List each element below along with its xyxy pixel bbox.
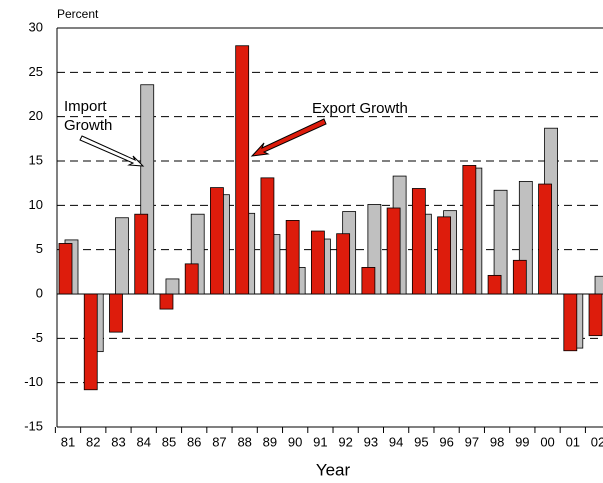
import-annotation: Import Growth	[64, 98, 113, 134]
bar	[462, 165, 477, 295]
x-tick-label: 89	[263, 434, 277, 449]
bar	[235, 45, 250, 295]
y-tick-label: 10	[29, 197, 43, 212]
x-tick-label: 84	[136, 434, 150, 449]
bar	[184, 263, 199, 295]
x-tick-label: 00	[540, 434, 554, 449]
bar	[588, 293, 603, 337]
bar	[594, 275, 603, 295]
x-tick-label: 94	[389, 434, 403, 449]
bar	[260, 177, 275, 295]
x-tick-label: 99	[515, 434, 529, 449]
bar	[83, 293, 98, 391]
bar	[115, 217, 129, 295]
x-tick-label: 92	[338, 434, 352, 449]
x-tick-label: 98	[490, 434, 504, 449]
x-tick-label: 90	[288, 434, 302, 449]
x-tick-label: 82	[86, 434, 100, 449]
bar	[386, 207, 401, 295]
bar	[411, 188, 426, 295]
x-tick-label: 95	[414, 434, 428, 449]
bar	[437, 216, 452, 295]
bar	[210, 187, 224, 295]
bar	[109, 293, 123, 333]
bar	[159, 293, 174, 310]
bar	[285, 220, 300, 295]
y-tick-label: -15	[24, 418, 43, 433]
import-arrow	[79, 135, 145, 167]
y-tick-label: 30	[29, 19, 43, 34]
bar	[361, 266, 376, 295]
x-tick-label: 87	[212, 434, 226, 449]
bar	[538, 183, 552, 295]
x-tick-label: 85	[162, 434, 176, 449]
y-tick-label: 0	[36, 285, 43, 300]
y-tick-label: 5	[36, 241, 43, 256]
y-tick-label: 20	[29, 108, 43, 123]
bar	[310, 230, 325, 295]
y-tick-label: 15	[29, 152, 43, 167]
bar	[165, 278, 180, 295]
x-tick-label: 81	[61, 434, 75, 449]
x-tick-label: 91	[313, 434, 327, 449]
x-axis-label: Year	[316, 460, 351, 479]
bar	[336, 233, 351, 295]
y-tick-label: -5	[31, 330, 43, 345]
y-axis-label: Percent	[57, 7, 99, 21]
x-tick-label: 01	[566, 434, 580, 449]
bar	[563, 293, 578, 352]
x-tick-label: 97	[465, 434, 479, 449]
x-tick-label: 93	[364, 434, 378, 449]
x-tick-label: 86	[187, 434, 201, 449]
x-tick-label: 96	[439, 434, 453, 449]
y-tick-label: -10	[24, 374, 43, 389]
bar	[134, 213, 149, 295]
bar	[512, 259, 527, 295]
y-tick-label: 25	[29, 64, 43, 79]
export-arrow	[250, 118, 327, 157]
bar	[58, 243, 73, 295]
export-annotation: Export Growth	[312, 100, 408, 117]
x-tick-label: 02	[591, 434, 603, 449]
bar	[487, 274, 502, 295]
x-tick-label: 83	[111, 434, 125, 449]
x-tick-label: 88	[237, 434, 251, 449]
